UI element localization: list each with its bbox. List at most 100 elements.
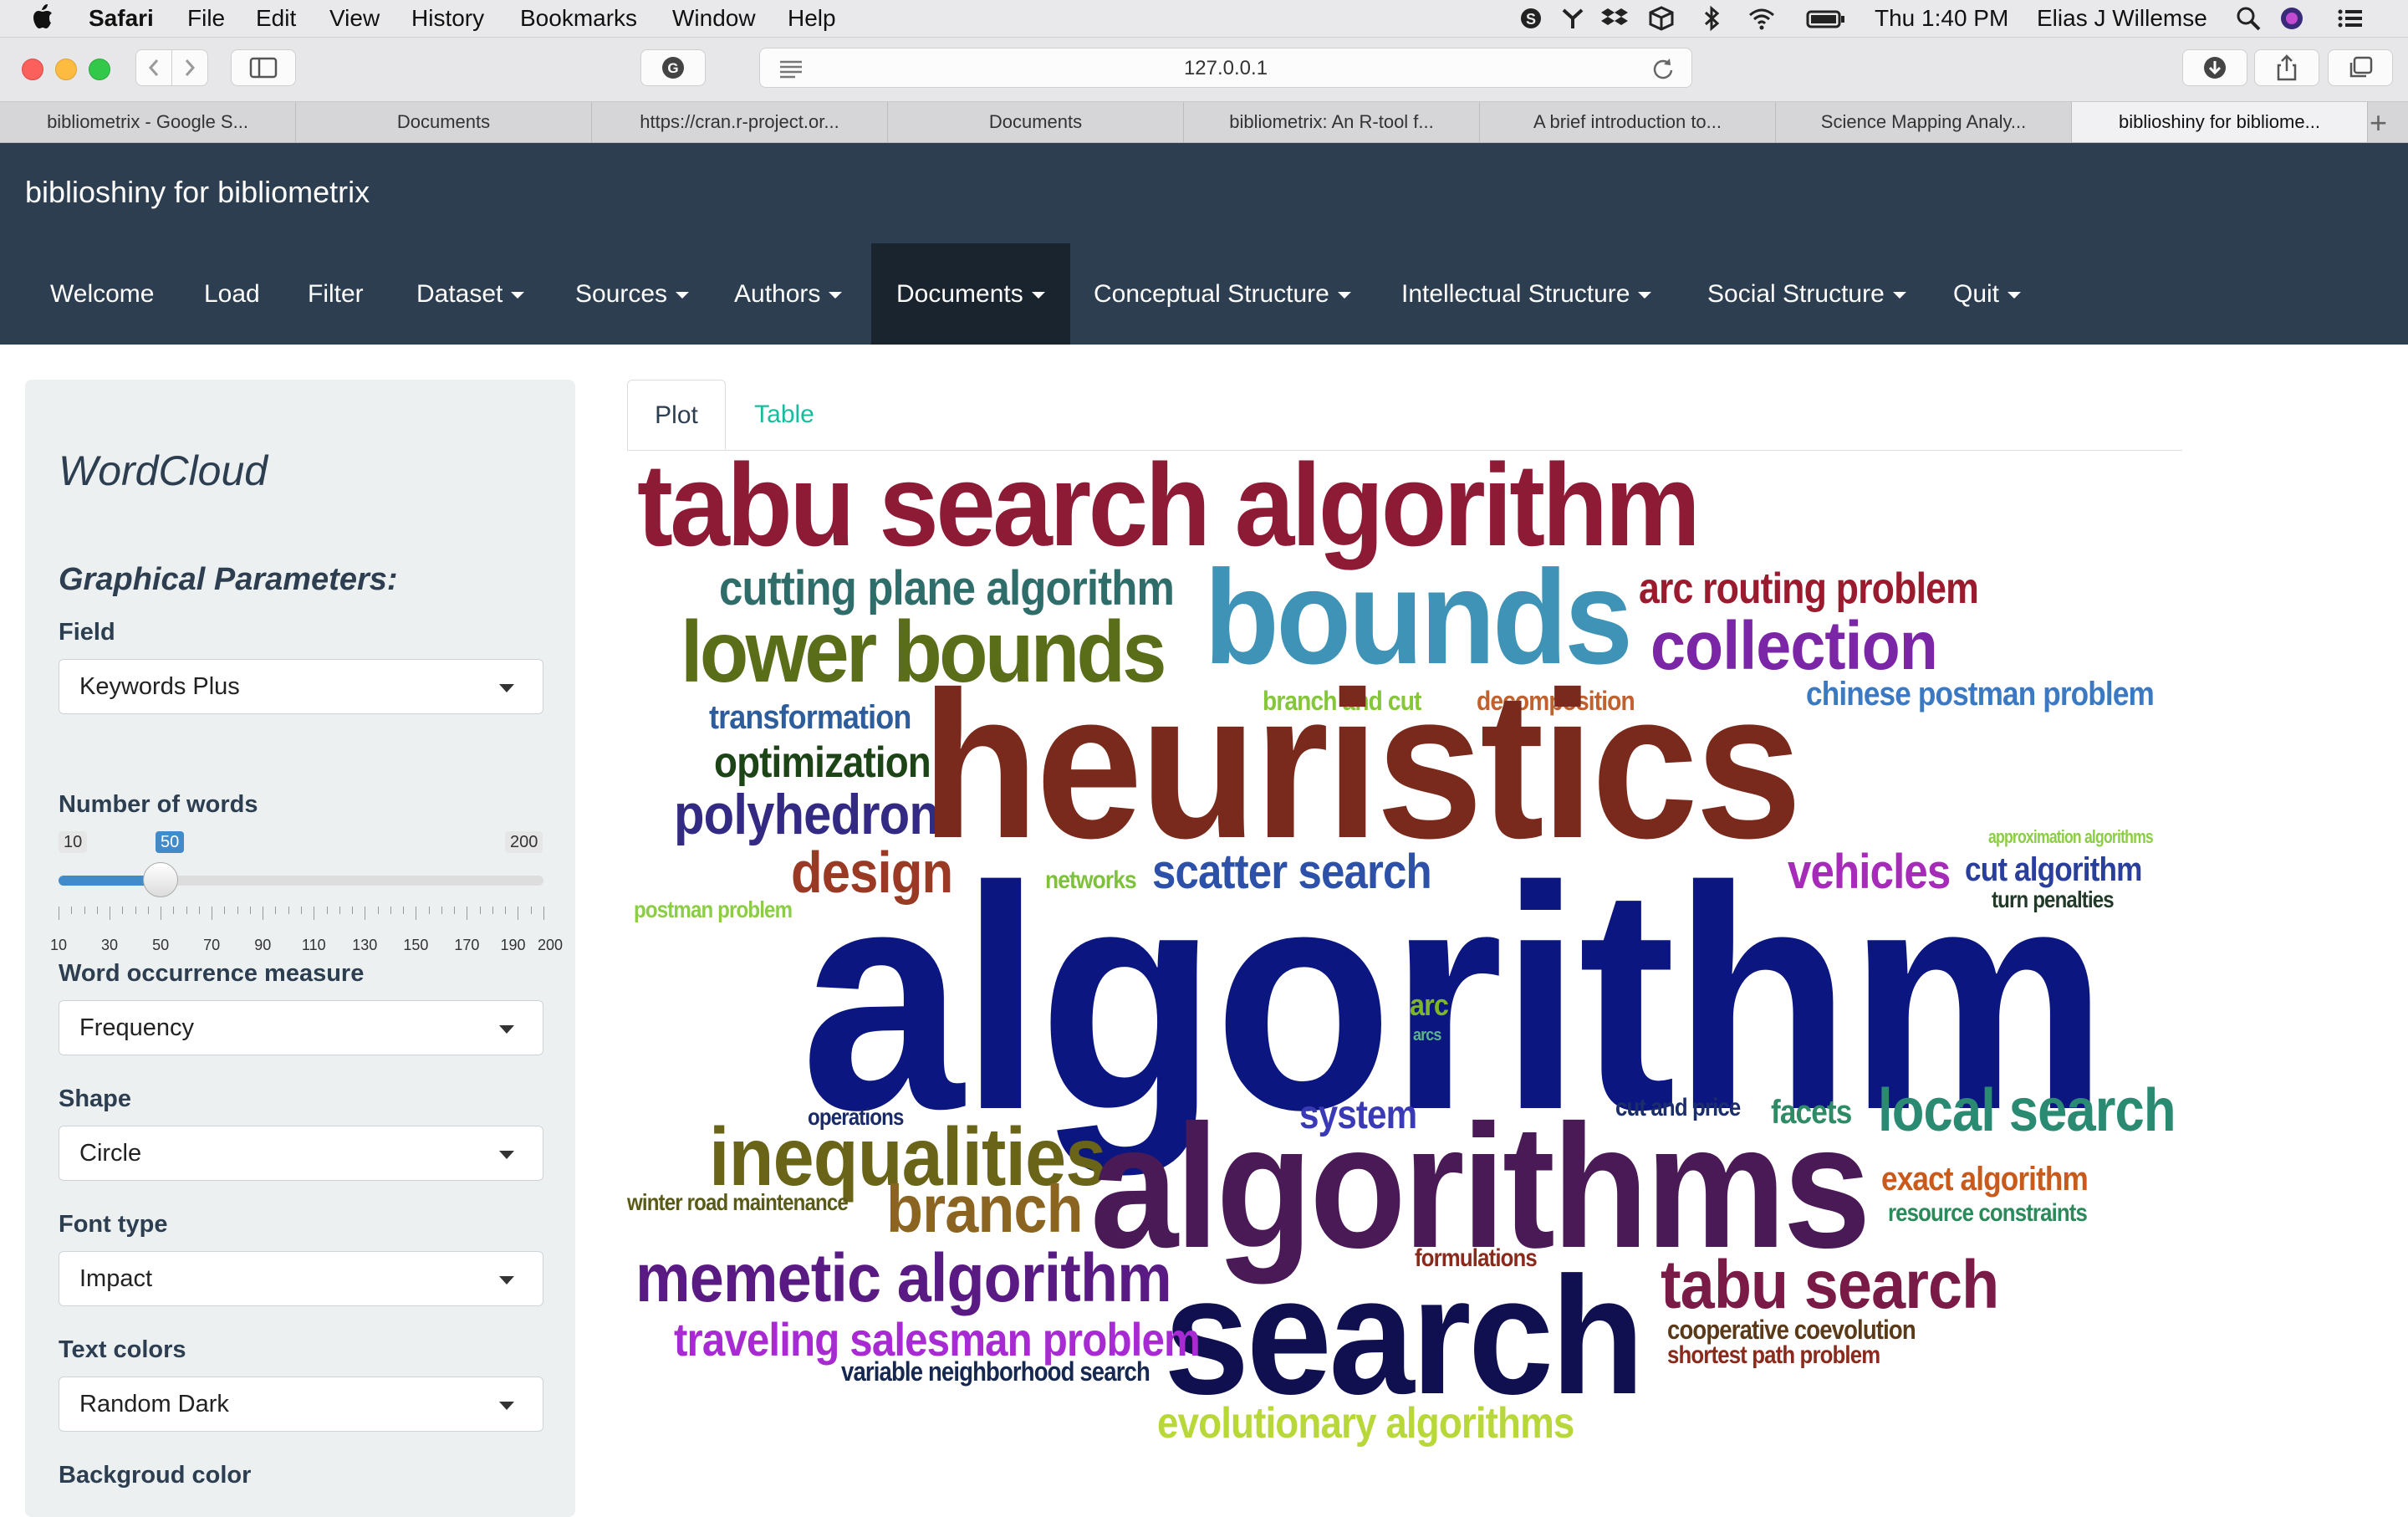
spotlight-search-icon[interactable] <box>2234 5 2263 32</box>
field-select-value: Keywords Plus <box>79 673 240 700</box>
word-cloud-word: postman problem <box>634 896 793 922</box>
reload-icon[interactable] <box>1651 57 1675 80</box>
nav-intellectual-structure[interactable]: Intellectual Structure <box>1376 243 1676 345</box>
slider-tick <box>352 907 354 914</box>
word-cloud-word: cutting plane algorithm <box>719 561 1175 615</box>
word-cloud-word: variable neighborhood search <box>841 1356 1150 1387</box>
word-cloud-word: memetic algorithm <box>635 1240 1172 1316</box>
slider-tick <box>147 907 149 914</box>
wifi-icon[interactable] <box>1747 5 1776 32</box>
slider-tick-label: 200 <box>537 937 564 953</box>
slider-tick <box>492 907 493 914</box>
slider-tick <box>249 907 251 914</box>
word-occurrence-select[interactable]: Frequency <box>59 1000 543 1055</box>
menubar-clock[interactable]: Thu 1:40 PM <box>1875 5 2009 31</box>
grammarly-extension-button[interactable]: G <box>640 49 706 86</box>
menu-view[interactable]: View <box>329 5 380 31</box>
menu-help[interactable]: Help <box>788 5 836 31</box>
nav-label: Quit <box>1953 280 2000 308</box>
browser-tab[interactable]: A brief introduction to... <box>1480 102 1776 142</box>
browser-tab[interactable]: https://cran.r-project.or... <box>592 102 888 142</box>
font-type-select[interactable]: Impact <box>59 1251 543 1306</box>
slider-min-badge: 10 <box>59 831 88 853</box>
nav-authors[interactable]: Authors <box>709 243 867 345</box>
forward-button[interactable] <box>171 49 208 86</box>
tab-table[interactable]: Table <box>754 401 814 428</box>
browser-tab[interactable]: Science Mapping Analy... <box>1776 102 2072 142</box>
slider-tick <box>71 907 73 914</box>
nav-social-structure[interactable]: Social Structure <box>1682 243 1931 345</box>
siri-icon[interactable] <box>2278 5 2306 32</box>
word-cloud-word: formulations <box>1415 1244 1538 1272</box>
fork-icon[interactable] <box>1559 5 1587 32</box>
back-button[interactable] <box>135 49 172 86</box>
browser-tab[interactable]: bibliometrix: An R-tool f... <box>1184 102 1480 142</box>
browser-tab-bar: bibliometrix - Google S... Documents htt… <box>0 102 2408 143</box>
slider-value-badge: 50 <box>156 831 185 853</box>
skype-icon[interactable]: S <box>1517 5 1545 32</box>
battery-icon[interactable] <box>1806 5 1846 32</box>
reader-view-icon[interactable] <box>778 59 804 79</box>
slider-tick <box>122 907 124 914</box>
nav-filter[interactable]: Filter <box>283 243 389 345</box>
bluetooth-icon[interactable] <box>1697 5 1726 32</box>
number-of-words-slider[interactable] <box>59 862 543 897</box>
slider-tick-label: 30 <box>101 937 119 953</box>
downloads-button[interactable] <box>2182 49 2247 86</box>
minimize-window-button[interactable] <box>55 59 77 80</box>
menu-history[interactable]: History <box>411 5 485 31</box>
tab-overview-button[interactable] <box>2328 49 2393 86</box>
apple-logo-icon[interactable] <box>32 3 54 30</box>
dropbox-icon[interactable] <box>1600 5 1629 32</box>
text-colors-select[interactable]: Random Dark <box>59 1377 543 1432</box>
menu-bookmarks[interactable]: Bookmarks <box>520 5 638 31</box>
box-icon[interactable] <box>1647 5 1676 32</box>
caret-down-icon <box>1031 292 1045 299</box>
slider-handle[interactable] <box>143 862 179 897</box>
download-icon <box>2204 57 2226 79</box>
browser-tab[interactable]: Documents <box>296 102 592 142</box>
slider-fill <box>59 876 161 886</box>
font-type-value: Impact <box>79 1265 153 1292</box>
menu-window[interactable]: Window <box>672 5 756 31</box>
caret-down-icon <box>1337 292 1351 299</box>
shape-select[interactable]: Circle <box>59 1126 543 1181</box>
menubar-user[interactable]: Elias J Willemse <box>2037 5 2207 31</box>
browser-tab[interactable]: Documents <box>888 102 1184 142</box>
app-brand[interactable]: biblioshiny for bibliometrix <box>25 175 370 209</box>
nav-conceptual-structure[interactable]: Conceptual Structure <box>1069 243 1376 345</box>
slider-tick <box>403 907 405 914</box>
url-text[interactable]: 127.0.0.1 <box>1183 57 1268 79</box>
new-tab-button[interactable]: + <box>2370 105 2388 140</box>
nav-label: Conceptual Structure <box>1094 280 1329 308</box>
sidebar-toggle-button[interactable] <box>231 49 296 86</box>
nav-welcome[interactable]: Welcome <box>25 243 179 345</box>
menu-file[interactable]: File <box>187 5 226 31</box>
nav-quit[interactable]: Quit <box>1928 243 2046 345</box>
address-bar[interactable]: 127.0.0.1 <box>759 48 1692 88</box>
close-window-button[interactable] <box>22 59 43 80</box>
field-select[interactable]: Keywords Plus <box>59 659 543 714</box>
menu-edit[interactable]: Edit <box>256 5 297 31</box>
sidebar-panel: WordCloud Graphical Parameters: Field Ke… <box>25 380 575 1517</box>
zoom-window-button[interactable] <box>89 59 110 80</box>
nav-label: Sources <box>575 280 668 308</box>
nav-documents[interactable]: Documents <box>871 243 1070 345</box>
macos-menu-bar: Safari File Edit View History Bookmarks … <box>0 0 2408 38</box>
slider-tick <box>288 907 289 914</box>
word-cloud-word: heuristics <box>921 648 1802 881</box>
nav-dataset[interactable]: Dataset <box>391 243 549 345</box>
chevron-left-icon <box>148 59 159 76</box>
shape-select-value: Circle <box>79 1140 142 1167</box>
slider-tick <box>84 907 85 914</box>
browser-tab-active[interactable]: biblioshiny for bibliome... <box>2072 102 2368 142</box>
word-cloud-word: approximation algorithms <box>1988 826 2154 847</box>
nav-load[interactable]: Load <box>179 243 285 345</box>
browser-tab[interactable]: bibliometrix - Google S... <box>0 102 296 142</box>
share-button[interactable] <box>2254 49 2319 86</box>
notification-center-icon[interactable] <box>2336 5 2365 32</box>
tab-plot[interactable]: Plot <box>627 380 726 450</box>
nav-sources[interactable]: Sources <box>550 243 714 345</box>
menu-app-name[interactable]: Safari <box>89 5 154 31</box>
chevron-right-icon <box>185 59 196 76</box>
